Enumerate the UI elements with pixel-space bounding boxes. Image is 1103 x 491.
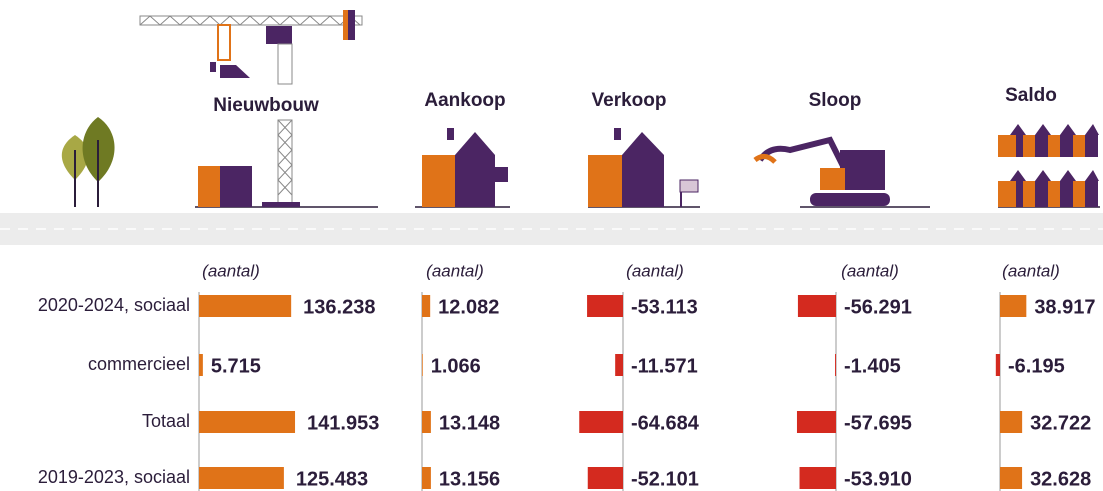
crane-load bbox=[210, 62, 216, 72]
bar bbox=[199, 295, 292, 317]
panel-title: Saldo bbox=[1005, 85, 1057, 106]
value-label: -53.910 bbox=[844, 468, 912, 490]
excavator-bucket bbox=[753, 154, 777, 164]
bar bbox=[1000, 467, 1023, 489]
house bbox=[422, 155, 455, 207]
bar bbox=[995, 354, 1000, 376]
panel-title: Verkoop bbox=[592, 90, 667, 111]
panel-subtitle: (aantal) bbox=[426, 261, 484, 280]
value-label: -57.695 bbox=[844, 412, 912, 434]
value-label: -52.101 bbox=[631, 468, 699, 490]
bar bbox=[1000, 295, 1027, 317]
row-label: 2019-2023, sociaal bbox=[38, 467, 190, 487]
value-label: 13.148 bbox=[439, 412, 500, 434]
excavator-cab bbox=[820, 168, 845, 190]
crane-counterweight bbox=[343, 10, 348, 40]
illustrations bbox=[0, 10, 1103, 245]
panel-subtitle: (aantal) bbox=[841, 261, 899, 280]
value-label: 1.066 bbox=[431, 355, 481, 377]
bar bbox=[796, 411, 836, 433]
house bbox=[622, 132, 664, 207]
bar bbox=[797, 295, 836, 317]
house bbox=[588, 155, 622, 207]
row-label: 2020-2024, sociaal bbox=[38, 295, 190, 315]
building bbox=[220, 166, 252, 207]
value-label: -1.405 bbox=[844, 355, 901, 377]
value-label: 13.156 bbox=[439, 468, 500, 490]
chimney bbox=[614, 128, 621, 140]
panel-title: Sloop bbox=[809, 90, 862, 111]
crane-load bbox=[220, 65, 250, 78]
panel-subtitle: (aantal) bbox=[202, 261, 260, 280]
excavator-track bbox=[810, 193, 890, 206]
panel-title: Aankoop bbox=[424, 90, 505, 111]
crane-truss bbox=[139, 15, 361, 26]
bar bbox=[199, 354, 203, 376]
row-label: commercieel bbox=[88, 354, 190, 374]
bar bbox=[199, 467, 284, 489]
row-label: Totaal bbox=[142, 411, 190, 431]
panel-title: Nieuwbouw bbox=[213, 95, 319, 116]
panel-subtitle: (aantal) bbox=[1002, 261, 1060, 280]
bar bbox=[422, 354, 423, 376]
value-label: -6.195 bbox=[1008, 355, 1065, 377]
excavator-body bbox=[840, 150, 885, 190]
crane-hook bbox=[217, 24, 231, 61]
value-label: 141.953 bbox=[307, 412, 379, 434]
bar bbox=[587, 467, 623, 489]
chimney bbox=[447, 128, 454, 140]
crane-mast-truss bbox=[277, 119, 293, 196]
value-label: -56.291 bbox=[844, 296, 912, 318]
value-label: 136.238 bbox=[303, 296, 375, 318]
bar bbox=[835, 354, 836, 376]
value-label: 5.715 bbox=[211, 355, 261, 377]
panel-subtitle: (aantal) bbox=[626, 261, 684, 280]
value-label: 32.628 bbox=[1030, 468, 1091, 490]
house bbox=[455, 132, 508, 207]
bar bbox=[615, 354, 623, 376]
bar bbox=[422, 467, 431, 489]
crane-mast bbox=[277, 43, 293, 85]
value-label: -53.113 bbox=[631, 296, 698, 318]
bar bbox=[422, 411, 431, 433]
value-label: -11.571 bbox=[631, 355, 698, 377]
value-label: 12.082 bbox=[438, 296, 499, 318]
crane-cabin bbox=[266, 26, 292, 44]
bar bbox=[587, 295, 623, 317]
house-row bbox=[998, 170, 1099, 207]
bar bbox=[1000, 411, 1023, 433]
value-label: -64.684 bbox=[631, 412, 700, 434]
crane-jib bbox=[139, 15, 363, 26]
value-label: 125.483 bbox=[296, 468, 368, 490]
value-label: 38.917 bbox=[1034, 296, 1095, 318]
crane-base bbox=[262, 202, 300, 207]
building bbox=[198, 166, 220, 207]
house-row bbox=[998, 124, 1099, 157]
value-label: 32.722 bbox=[1030, 412, 1091, 434]
bar bbox=[199, 411, 296, 433]
bar bbox=[799, 467, 836, 489]
sign bbox=[679, 179, 699, 193]
bar bbox=[422, 295, 431, 317]
bar bbox=[579, 411, 623, 433]
